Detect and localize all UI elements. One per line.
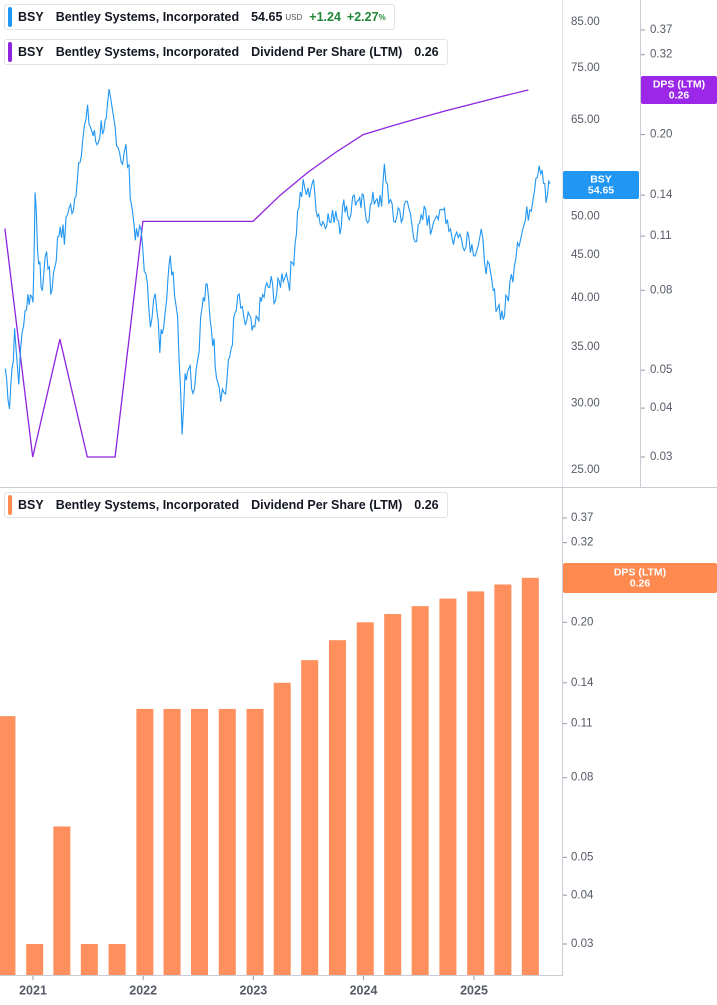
dps-bar [521, 577, 539, 975]
dps-bar [108, 944, 126, 975]
price-legend-change: +1.24 [309, 10, 341, 24]
dps-bar [246, 708, 264, 975]
dps-bar [467, 591, 485, 975]
price-axis-tick: 85.00 [571, 16, 600, 28]
price-axis-tick: 65.00 [571, 114, 600, 126]
dps-bars-legend-company: Bentley Systems, Incorporated [55, 498, 240, 512]
dps-axis-tick: 0.05 [650, 364, 672, 376]
time-axis-tick: 2021 [19, 983, 47, 997]
dps-bar [356, 622, 374, 975]
time-axis-tick: 2023 [239, 983, 267, 997]
bar-axis-tick: 0.37 [571, 512, 593, 524]
price-axis-tick: 75.00 [571, 62, 600, 74]
price-tag-box [563, 171, 639, 199]
time-axis-tick: 2022 [129, 983, 157, 997]
dps-bottom-tag-value: 0.26 [630, 577, 651, 589]
dps-bar [191, 708, 209, 975]
dps-bar [301, 660, 319, 975]
price-axis-tick: 50.00 [571, 210, 600, 222]
dps-line-legend-metric: Dividend Per Share (LTM) [251, 45, 403, 59]
dps-bar [218, 708, 236, 975]
price-legend-currency: USD [285, 12, 303, 22]
dps-line-legend-value: 0.26 [414, 45, 439, 59]
dps-axis-tick: 0.20 [650, 129, 672, 141]
dps-bottom-tag-label: DPS (LTM) [614, 566, 666, 578]
price-legend-price: 54.65 [251, 10, 283, 24]
price-legend-change-pct: +2.27 [346, 10, 379, 24]
dps-axis-tick: 0.14 [650, 189, 673, 201]
dps-axis-tick: 0.11 [650, 230, 672, 242]
dps-bar [53, 826, 71, 975]
dps-bar [136, 708, 154, 975]
price-axis-tick: 25.00 [571, 464, 600, 476]
dps-bar [494, 584, 512, 975]
dps-bar [26, 944, 44, 975]
price-axis-tick: 30.00 [571, 397, 600, 409]
dps-line-legend-company: Bentley Systems, Incorporated [55, 45, 240, 59]
time-axis-tick: 2025 [460, 983, 488, 997]
dps-bar [411, 606, 429, 975]
dps-bar [80, 944, 98, 975]
dps-bar [328, 640, 346, 975]
dps-line-legend-ticker: BSY [18, 45, 44, 59]
dps-bars-legend-ticker: BSY [18, 498, 44, 512]
dps-axis-tick: 0.32 [650, 49, 672, 61]
dps-line [4, 89, 529, 458]
dps-bar [439, 598, 457, 975]
dps-axis-tick: 0.08 [650, 284, 672, 296]
price-legend-company: Bentley Systems, Incorporated [55, 10, 240, 24]
bar-axis-tick: 0.04 [571, 889, 594, 901]
bar-axis-tick: 0.14 [571, 677, 594, 689]
dps-bars-legend-swatch [8, 495, 12, 515]
price-axis-tick: 35.00 [571, 341, 600, 353]
time-axis-tick: 2024 [350, 983, 378, 997]
price-legend-pct-symbol: % [378, 12, 386, 22]
price-tag-value: 54.65 [588, 184, 614, 196]
bar-axis-tick: 0.20 [571, 616, 593, 628]
bar-axis-tick: 0.11 [571, 718, 593, 730]
dps-top-tag-value: 0.26 [669, 89, 690, 101]
price-legend-swatch [8, 7, 12, 27]
bar-axis-tick: 0.32 [571, 537, 593, 549]
dps-bars-legend-metric: Dividend Per Share (LTM) [251, 498, 403, 512]
bar-axis-tick: 0.08 [571, 772, 593, 784]
dps-axis-tick: 0.04 [650, 402, 673, 414]
dps-line-legend-swatch [8, 42, 12, 62]
dps-top-tag-box [641, 76, 717, 104]
dps-bottom-tag-box [563, 563, 717, 593]
price-axis-tick: 40.00 [571, 292, 600, 304]
price-axis-tick: 45.00 [571, 249, 600, 261]
dps-top-tag-label: DPS (LTM) [653, 78, 705, 90]
dps-axis-tick: 0.03 [650, 451, 672, 463]
price-line [4, 89, 551, 435]
dps-bars-legend[interactable]: BSY Bentley Systems, Incorporated Divide… [4, 492, 448, 518]
price-legend[interactable]: BSY Bentley Systems, Incorporated 54.65 … [4, 4, 395, 30]
price-legend-ticker: BSY [18, 10, 44, 24]
dps-bar [0, 716, 16, 975]
price-tag-label: BSY [590, 173, 612, 185]
dps-line-legend[interactable]: BSY Bentley Systems, Incorporated Divide… [4, 39, 448, 65]
dps-axis-tick: 0.37 [650, 24, 672, 36]
dps-bar [384, 614, 402, 975]
bar-axis-tick: 0.03 [571, 938, 593, 950]
dps-bar [273, 682, 291, 975]
bar-axis-tick: 0.05 [571, 851, 593, 863]
dps-bar [163, 708, 181, 975]
dps-bars-legend-value: 0.26 [414, 498, 439, 512]
